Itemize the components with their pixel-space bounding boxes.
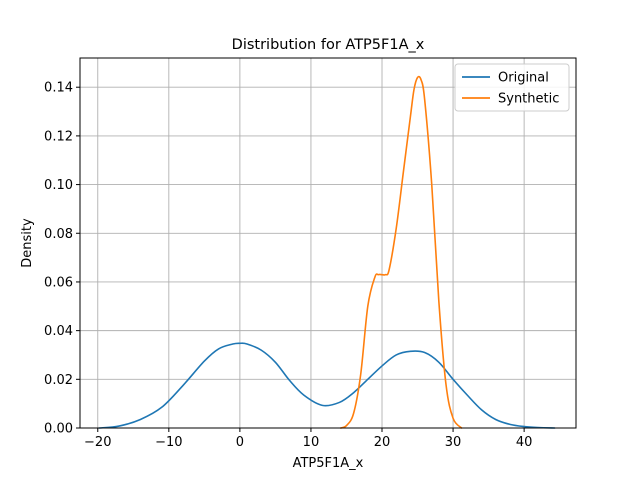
- original-series-line: [98, 342, 556, 429]
- synthetic-series-line: [339, 75, 463, 429]
- x-tick-label: 0: [236, 435, 244, 450]
- y-axis-label: Density: [20, 218, 35, 268]
- ticks-layer: −20 −10 0 10 20 30 40 0.00 0.02 0.04 0.06 0.08 0.10 0…: [44, 81, 532, 450]
- x-axis-label: ATP5F1A_x: [293, 456, 364, 471]
- legend: Original Synthetic: [454, 63, 570, 112]
- x-tick-label: 40: [516, 435, 533, 450]
- x-tick-label: 20: [374, 435, 391, 450]
- x-tick-label: 10: [303, 435, 320, 450]
- y-tick-label: 0.00: [44, 422, 73, 437]
- y-tick-label: 0.02: [44, 373, 73, 388]
- x-tick-label: −10: [155, 435, 182, 450]
- y-tick-label: 0.06: [44, 275, 73, 290]
- y-tick-label: 0.04: [44, 324, 73, 339]
- x-tick-label: −20: [84, 435, 111, 450]
- y-tick-label: 0.08: [44, 227, 73, 242]
- y-tick-label: 0.14: [44, 81, 73, 96]
- chart-title: Distribution for ATP5F1A_x: [232, 37, 425, 53]
- series-layer: [98, 75, 556, 429]
- y-tick-label: 0.10: [44, 178, 73, 193]
- legend-entry-synthetic: Synthetic: [462, 92, 559, 107]
- legend-entry-original: Original: [462, 71, 549, 86]
- plot-frame: [79, 57, 577, 429]
- legend-label: Synthetic: [498, 92, 559, 107]
- legend-label: Original: [498, 71, 549, 86]
- x-tick-label: 30: [445, 435, 462, 450]
- y-tick-label: 0.12: [44, 129, 73, 144]
- legend-box: [454, 63, 570, 112]
